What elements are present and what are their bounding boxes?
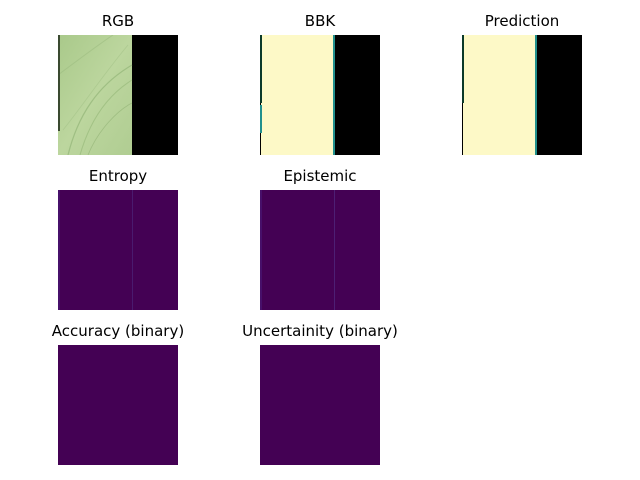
rgb-image	[58, 35, 178, 155]
uncertainty-image	[260, 345, 380, 465]
accuracy-image	[58, 345, 178, 465]
entropy-image	[58, 190, 178, 310]
accuracy-panel-title: Accuracy (binary)	[51, 322, 185, 340]
uncertainty-panel-title: Uncertainity (binary)	[242, 322, 398, 340]
rgb-panel-title: RGB	[101, 12, 135, 30]
prediction-panel-title: Prediction	[484, 12, 560, 30]
bbk-panel-title: BBK	[304, 12, 336, 30]
prediction-image	[462, 35, 582, 155]
epistemic-image	[260, 190, 380, 310]
epistemic-panel-title: Epistemic	[283, 167, 357, 185]
entropy-panel-title: Entropy	[88, 167, 148, 185]
bbk-image	[260, 35, 380, 155]
